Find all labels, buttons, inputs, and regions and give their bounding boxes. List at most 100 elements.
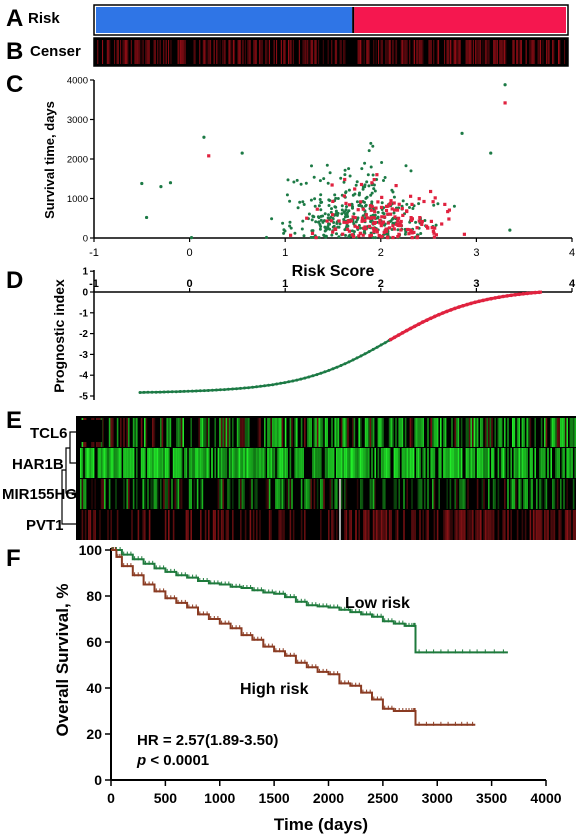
heatmap-cell <box>177 479 180 509</box>
heatmap-cell <box>396 510 399 540</box>
heatmap-cell <box>553 418 556 447</box>
scatter-point-low <box>404 164 408 168</box>
heatmap-cell <box>297 448 300 478</box>
heatmap-cell <box>532 510 535 540</box>
scatter-point-low <box>295 178 299 182</box>
heatmap-cell <box>356 448 359 478</box>
scatter-point-high <box>305 216 309 220</box>
scatter-point-high <box>325 219 329 223</box>
scatter-point-high <box>361 233 365 237</box>
pi-point-low <box>231 387 234 391</box>
heatmap-cell <box>134 418 136 447</box>
heatmap-cell <box>136 479 138 509</box>
heatmap-cell <box>454 418 456 447</box>
scatter-point-low <box>322 234 326 238</box>
scatter-point-low <box>327 204 331 207</box>
censer-stripe <box>127 40 129 64</box>
heatmap-cell <box>529 448 532 478</box>
scatter-point-low <box>289 226 293 230</box>
heatmap-cell <box>516 418 519 447</box>
heatmap-cell <box>294 418 296 447</box>
heatmap-cell <box>256 448 258 478</box>
heatmap-cell <box>107 510 109 540</box>
heatmap-cell <box>563 479 565 509</box>
heatmap-cell <box>318 418 320 447</box>
heatmap-cell <box>534 510 536 540</box>
scatter-point-low <box>334 209 338 213</box>
heatmap-cell <box>214 510 216 540</box>
scatter-point-low <box>333 205 337 209</box>
scatter-point-low <box>381 211 385 215</box>
heatmap-cell <box>497 418 500 447</box>
censer-stripe <box>478 40 480 64</box>
heatmap-cell <box>227 479 229 509</box>
heatmap-cell <box>219 418 221 447</box>
scatter-point-high <box>207 154 211 158</box>
km-y-tick-label: 80 <box>86 588 102 604</box>
heatmap-cell <box>366 510 368 540</box>
heatmap-cell <box>81 448 84 478</box>
heatmap-cell <box>344 418 346 447</box>
heatmap-cell <box>187 510 189 540</box>
scatter-point-low <box>322 177 326 181</box>
scatter-point-low <box>286 178 290 182</box>
heatmap-cell <box>364 418 367 447</box>
heatmap-cell <box>236 448 239 478</box>
heatmap-cell <box>92 448 95 478</box>
censer-stripe <box>276 40 278 64</box>
heatmap-cell <box>460 418 463 447</box>
heatmap-cell <box>264 418 266 447</box>
scatter-x-ticks: -1 0 1 2 3 4 <box>89 238 575 259</box>
heatmap-cell <box>300 418 303 447</box>
heatmap-cell <box>462 479 464 509</box>
scatter-point-high <box>345 221 349 225</box>
heatmap-cell <box>515 448 517 478</box>
heatmap-cell <box>507 418 509 447</box>
heatmap-cell <box>388 510 391 540</box>
pi-point-low <box>331 367 335 371</box>
scatter-y-tick-label: 3000 <box>67 115 88 126</box>
pi-x-ticks: -1 0 1 2 3 4 <box>89 278 576 292</box>
heatmap-cell <box>448 510 450 540</box>
heatmap-cell <box>419 418 421 447</box>
scatter-point-low <box>342 210 346 214</box>
scatter-point-high <box>384 208 389 213</box>
scatter-point-low <box>339 176 343 180</box>
pi-point-low <box>138 391 142 394</box>
heatmap-cell <box>176 448 178 478</box>
heatmap-cell <box>569 448 572 478</box>
heatmap-cell <box>504 510 506 540</box>
heatmap-cells <box>80 418 576 540</box>
heatmap-cell <box>153 479 156 509</box>
heatmap-cell <box>529 479 532 509</box>
pi-point-low <box>235 387 238 391</box>
heatmap-cell <box>163 479 165 509</box>
censer-stripe <box>416 40 418 64</box>
scatter-point-high <box>407 228 411 232</box>
censer-stripe <box>484 40 486 64</box>
scatter-point-high <box>399 219 403 224</box>
pi-point-low <box>222 388 226 392</box>
heatmap-cell <box>155 448 157 478</box>
pi-point-low <box>186 389 190 393</box>
scatter-point-low <box>311 214 315 218</box>
heatmap-cell <box>337 418 340 447</box>
heatmap-cell <box>520 479 522 509</box>
heatmap-cell <box>105 448 108 478</box>
heatmap-cell <box>180 418 183 447</box>
heatmap-cell <box>371 448 373 478</box>
heatmap-cell <box>420 479 423 509</box>
pi-point-low <box>371 347 375 351</box>
heatmap-cell <box>313 418 316 447</box>
heatmap-cell <box>92 510 95 540</box>
censer-stripe <box>141 40 143 64</box>
scatter-point-high <box>397 232 401 236</box>
pi-point-low <box>267 383 271 387</box>
heatmap-cell <box>403 448 405 478</box>
heatmap-cell <box>160 479 162 509</box>
scatter-point-low <box>329 215 333 219</box>
heatmap-cell <box>131 510 133 540</box>
heatmap-cell <box>574 448 576 478</box>
censer-stripe <box>153 40 155 64</box>
